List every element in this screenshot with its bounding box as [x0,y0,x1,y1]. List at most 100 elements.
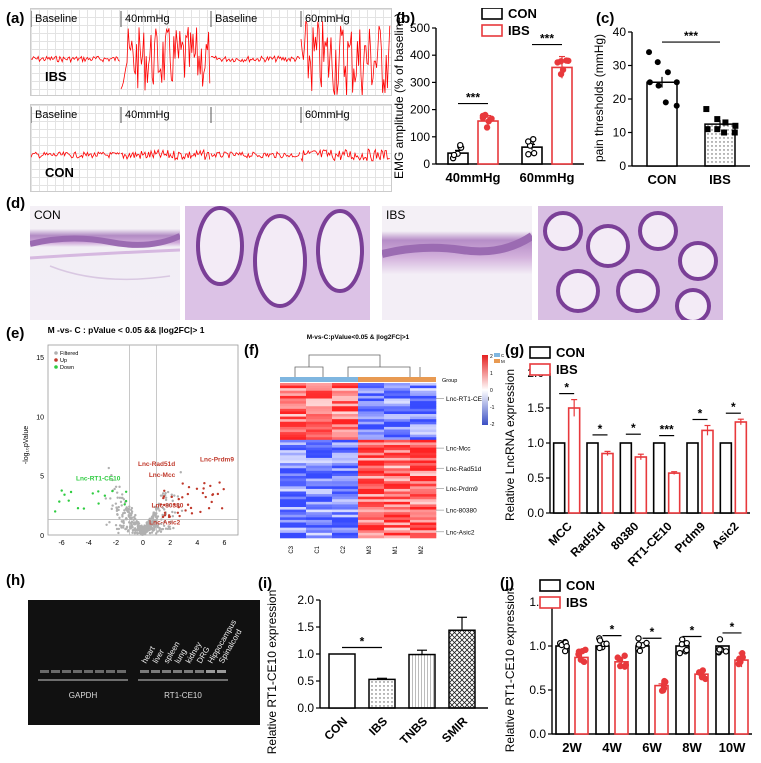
heatmap-cell [410,468,437,472]
volcano-legend-marker [54,358,58,362]
chart-c-bar-con [646,81,678,167]
heatmap-cell [358,421,385,425]
heatmap-cell [332,535,359,539]
heatmap-cell [280,499,307,503]
volcano-plot-area [47,344,239,536]
volcano-point-filtered [180,509,184,513]
heatmap-cell [306,442,333,446]
heatmap-cell [306,445,333,448]
volcano-point-filtered [173,511,177,514]
volcano-point-filtered [130,516,134,519]
volcano-point-up [178,514,181,518]
panel-e-volcano-plot: M -vs- C : pValue < 0.05 && |log2FC|> 1 -… [23,325,239,547]
volcano-point-up [163,514,167,517]
volcano-point-filtered [118,485,121,489]
chart-j-x-tick-label: 8W [682,740,702,755]
heatmap-cell [280,452,307,456]
chart-j-significance-label: * [650,625,655,639]
volcano-point-up [177,505,180,509]
volcano-point-up [167,514,171,517]
heatmap-cell [306,390,333,394]
heatmap-cell [384,429,411,433]
heatmap-cell [384,486,411,490]
heatmap-cell [332,486,359,490]
heatmap-cell [306,481,333,485]
heatmap-cell [410,460,437,464]
heatmap-cell [384,447,411,451]
heatmap-cell [332,473,359,477]
gel-band-gapdh [106,670,115,673]
gel-band-gapdh [73,670,82,673]
panel-h-gel: GAPDH RT1-CE10 heart liver spleen lung kidney D… [28,600,260,725]
heatmap-cell [332,494,359,497]
volcano-point-filtered [150,528,153,531]
panel-label-a: (a) [6,10,25,27]
volcano-gene-label: Lnc-RT1-CE10 [76,475,121,482]
heatmap-scale-label: -2 [490,422,495,428]
heatmap-cell [280,478,307,482]
heatmap-cell [358,398,385,402]
volcano-point-filtered [159,494,163,497]
chart-j-data-point [577,656,585,663]
heatmap-cell [306,507,333,510]
chart-b-data-point [488,115,495,122]
chart-c-y-tick-label: 40 [613,25,627,39]
volcano-point-filtered [122,526,125,529]
heatmap-cell [384,411,411,415]
heatmap-cell [358,408,385,412]
heatmap-cell [306,455,333,459]
volcano-point-filtered [166,527,170,531]
chart-j-x-tick-label: 10W [719,740,746,755]
gel-band-rt1-ce10 [217,670,226,673]
heatmap-group-bar-m [358,377,436,382]
volcano-point-up [209,484,212,488]
heatmap-col-label: M1 [393,545,399,554]
chart-j-bar-ibs [694,673,709,735]
heatmap-group-bar-c [280,377,358,382]
volcano-point-up [202,487,205,490]
heatmap-cell [332,439,359,443]
chart-i-y-tick-label: 0.5 [297,674,314,688]
heatmap-cell [306,426,333,430]
heatmap-cell [280,403,307,407]
heatmap-cell [332,525,359,528]
heatmap-cell [410,424,437,428]
heatmap-cell [358,406,385,410]
heatmap-cell [384,530,411,534]
heatmap-cell [410,414,437,417]
chart-b-y-tick-label: 300 [410,75,430,89]
heatmap-cell [384,455,411,459]
volcano-point-filtered [172,526,175,530]
chart-c-data-point [714,116,721,123]
volcano-point-filtered [133,527,137,530]
heatmap-cell [280,439,307,443]
heatmap-cell [384,481,411,485]
volcano-point-filtered [148,528,151,531]
chart-c-significance-label: *** [684,29,698,43]
heatmap-cell [306,486,333,490]
heatmap-cell [358,465,385,469]
heatmap-cell [410,383,437,386]
heatmap-cell [358,447,385,451]
heatmap-cell [410,481,437,485]
chart-j-data-point [739,654,746,661]
chart-j-data-point [699,667,707,674]
chart-j-data-point [660,685,668,692]
heatmap-legend-m-label: M [501,359,505,364]
volcano-point-up [218,481,221,484]
volcano-point-filtered [161,527,165,531]
heatmap-cell [280,390,307,394]
heatmap-cell [410,416,437,420]
chart-j-bar-ibs [734,659,749,735]
heatmap-cell [410,491,437,495]
volcano-point-filtered [150,531,154,534]
volcano-gene-label: Lnc-Mcc [149,472,176,479]
chart-g-x-tick-label: Rad51d [568,519,609,560]
volcano-point-down [63,493,66,496]
chart-c-data-point [704,126,711,133]
heatmap-cell [332,527,359,531]
gel-band-gapdh [40,670,49,673]
volcano-point-filtered [162,524,166,527]
volcano-point-filtered [129,524,133,528]
